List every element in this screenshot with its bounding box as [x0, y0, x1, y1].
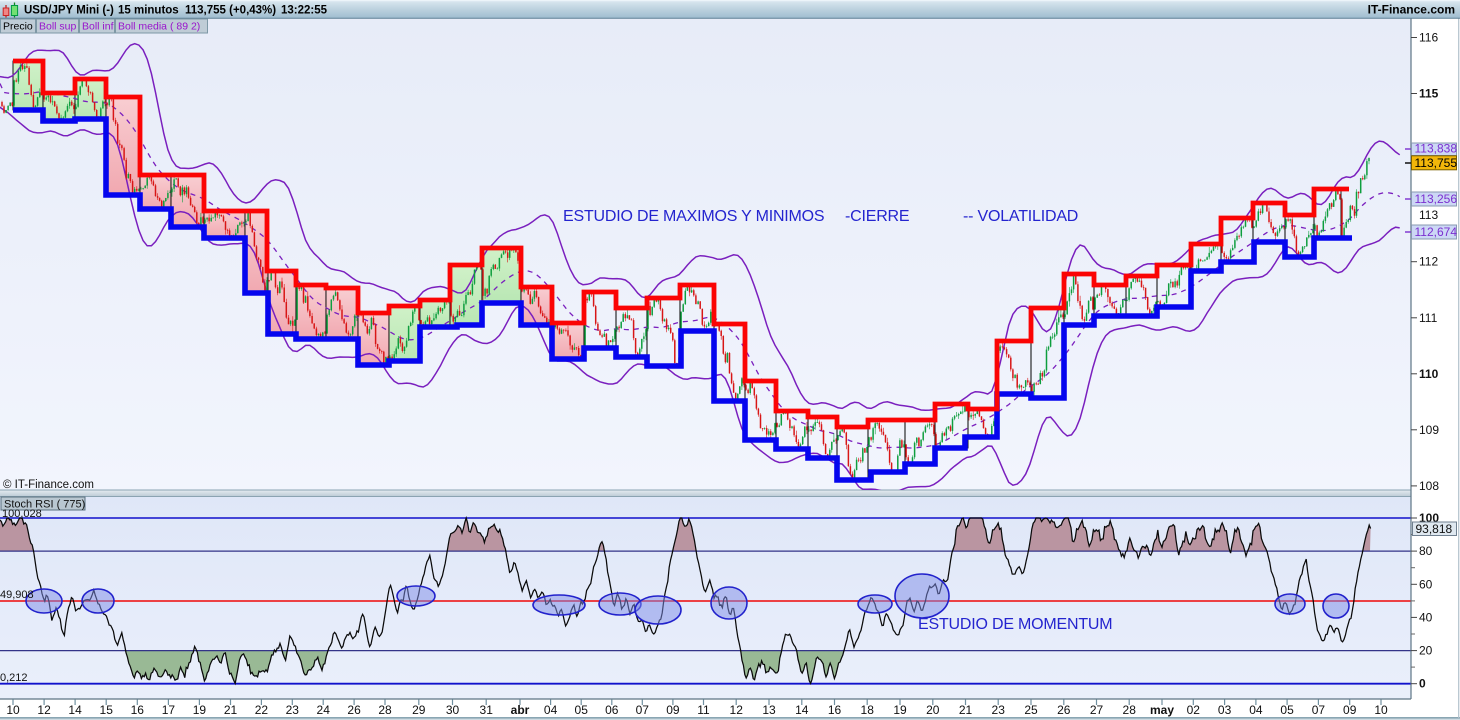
svg-text:113,256: 113,256: [1415, 192, 1458, 206]
svg-text:16: 16: [131, 703, 145, 717]
svg-text:0: 0: [1419, 677, 1426, 691]
svg-text:15 minutos: 15 minutos: [118, 5, 179, 17]
svg-text:31: 31: [480, 703, 494, 717]
svg-text:24: 24: [317, 703, 331, 717]
svg-text:28: 28: [378, 703, 392, 717]
svg-text:04: 04: [544, 703, 558, 717]
svg-text:10: 10: [6, 703, 20, 717]
svg-text:100,028: 100,028: [2, 508, 42, 520]
svg-text:116: 116: [1419, 31, 1438, 45]
svg-text:20: 20: [1419, 644, 1433, 658]
svg-text:14: 14: [68, 703, 82, 717]
svg-text:abr: abr: [511, 703, 530, 717]
svg-text:21: 21: [959, 703, 973, 717]
svg-text:23: 23: [992, 703, 1006, 717]
svg-text:09: 09: [666, 703, 680, 717]
svg-text:112: 112: [1419, 255, 1438, 269]
svg-text:19: 19: [893, 703, 907, 717]
svg-text:113,755: 113,755: [1415, 156, 1458, 170]
svg-text:109: 109: [1419, 423, 1439, 437]
svg-text:03: 03: [1218, 703, 1232, 717]
svg-text:110: 110: [1419, 367, 1439, 381]
svg-text:80: 80: [1419, 544, 1433, 558]
svg-text:112,674: 112,674: [1415, 225, 1458, 239]
svg-text:10: 10: [1374, 703, 1388, 717]
svg-text:21: 21: [224, 703, 238, 717]
svg-text:28: 28: [1123, 703, 1137, 717]
svg-text:30: 30: [446, 703, 460, 717]
svg-text:113: 113: [1419, 208, 1438, 222]
svg-text:09: 09: [1343, 703, 1357, 717]
svg-text:26: 26: [1057, 703, 1071, 717]
svg-text:17: 17: [162, 703, 176, 717]
svg-text:93,818: 93,818: [1416, 522, 1453, 536]
svg-text:05: 05: [575, 703, 589, 717]
svg-text:-- VOLATILIDAD: -- VOLATILIDAD: [963, 208, 1078, 225]
svg-text:0,212: 0,212: [0, 672, 28, 684]
svg-text:16: 16: [828, 703, 842, 717]
svg-text:26: 26: [347, 703, 361, 717]
svg-text:13: 13: [762, 703, 776, 717]
svg-text:USD/JPY Mini (-): USD/JPY Mini (-): [24, 5, 114, 17]
svg-text:13:22:55: 13:22:55: [281, 5, 328, 17]
svg-text:20: 20: [926, 703, 940, 717]
svg-text:22: 22: [255, 703, 269, 717]
svg-text:19: 19: [193, 703, 207, 717]
svg-text:115: 115: [1419, 87, 1439, 101]
svg-text:29: 29: [412, 703, 426, 717]
svg-text:14: 14: [795, 703, 809, 717]
svg-text:111: 111: [1419, 311, 1438, 325]
svg-text:-CIERRE: -CIERRE: [845, 208, 909, 225]
svg-text:06: 06: [605, 703, 619, 717]
svg-text:Boll media ( 89 2): Boll media ( 89 2): [118, 21, 200, 33]
svg-text:12: 12: [37, 703, 51, 717]
svg-text:108: 108: [1419, 479, 1439, 493]
svg-text:Boll inf: Boll inf: [82, 21, 114, 33]
svg-text:Stoch RSI ( 775): Stoch RSI ( 775): [4, 499, 85, 511]
svg-text:11: 11: [697, 703, 710, 717]
svg-text:Precio: Precio: [3, 21, 33, 33]
svg-text:60: 60: [1419, 577, 1433, 591]
svg-text:40: 40: [1419, 610, 1433, 624]
svg-text:15: 15: [100, 703, 114, 717]
svg-text:04: 04: [1249, 703, 1263, 717]
svg-text:IT-Finance.com: IT-Finance.com: [1368, 3, 1455, 17]
svg-text:may: may: [1150, 703, 1174, 717]
svg-text:05: 05: [1280, 703, 1294, 717]
svg-text:18: 18: [861, 703, 875, 717]
svg-text:27: 27: [1090, 703, 1104, 717]
svg-text:23: 23: [286, 703, 300, 717]
svg-text:113,755 (+0,43%): 113,755 (+0,43%): [185, 5, 276, 17]
svg-text:49,908: 49,908: [0, 589, 34, 601]
svg-text:07: 07: [1312, 703, 1326, 717]
svg-text:07: 07: [636, 703, 650, 717]
svg-text:© IT-Finance.com: © IT-Finance.com: [3, 479, 94, 491]
svg-text:ESTUDIO DE MAXIMOS Y MINIMOS: ESTUDIO DE MAXIMOS Y MINIMOS: [563, 208, 824, 225]
svg-text:25: 25: [1024, 703, 1038, 717]
svg-text:ESTUDIO DE MOMENTUM: ESTUDIO DE MOMENTUM: [918, 616, 1112, 633]
svg-text:Boll sup: Boll sup: [39, 21, 77, 33]
svg-text:113,838: 113,838: [1415, 142, 1458, 156]
svg-text:12: 12: [730, 703, 744, 717]
svg-text:02: 02: [1187, 703, 1201, 717]
